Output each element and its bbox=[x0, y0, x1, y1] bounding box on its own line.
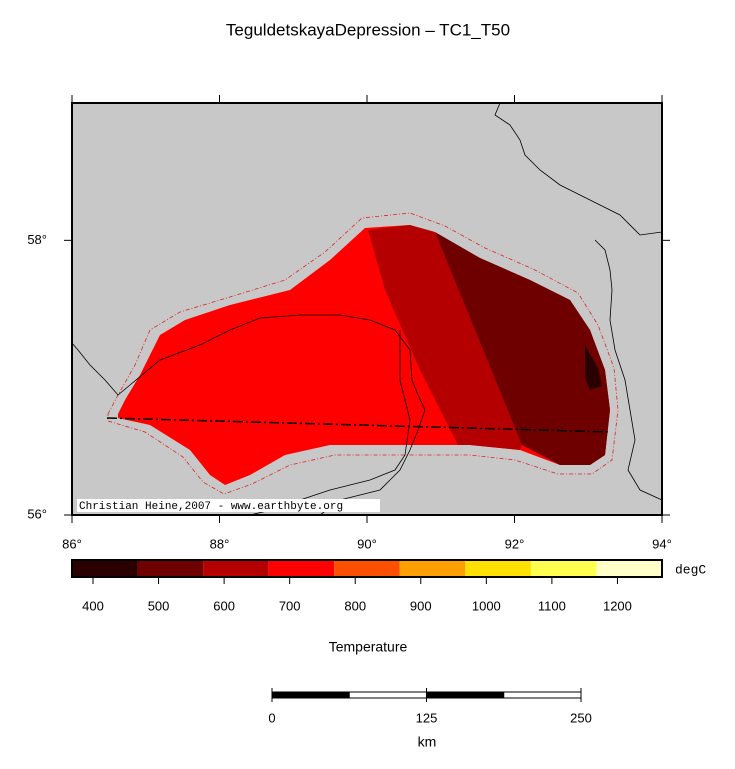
scale-segment bbox=[271, 691, 350, 699]
colorbar-box bbox=[465, 560, 531, 577]
lon-label: 86° bbox=[62, 536, 82, 551]
colorbar-frame bbox=[71, 559, 663, 578]
title: TeguldetskayaDepression – TC1_T50 bbox=[226, 20, 510, 39]
scale-label: 250 bbox=[570, 710, 592, 725]
colorbar-label: 500 bbox=[148, 598, 170, 613]
temperature-field bbox=[118, 225, 610, 485]
colorbar-label: 700 bbox=[279, 598, 301, 613]
basin-outline bbox=[107, 212, 619, 495]
border bbox=[71, 314, 426, 516]
lat-label: 56° bbox=[27, 506, 47, 521]
colorbar-label: 900 bbox=[410, 598, 432, 613]
region-400 bbox=[585, 345, 602, 390]
region-600 bbox=[368, 225, 522, 450]
colorbar-box bbox=[137, 560, 204, 577]
scale-segment bbox=[426, 691, 505, 699]
colorbar-box bbox=[72, 560, 138, 577]
colorbar-label: 1100 bbox=[538, 598, 566, 613]
colorbar-box bbox=[334, 560, 400, 577]
colorbar-box bbox=[203, 560, 269, 577]
colorbar-box bbox=[596, 560, 662, 577]
lon-label: 88° bbox=[210, 536, 230, 551]
scale-segment bbox=[348, 691, 427, 699]
colorbar-box bbox=[399, 560, 466, 577]
border bbox=[594, 239, 663, 501]
lon-label: 92° bbox=[505, 536, 525, 551]
scale-segment bbox=[503, 691, 582, 699]
credit-box bbox=[77, 499, 380, 512]
colorbar-title: Temperature bbox=[329, 639, 408, 655]
colorbar-label: 600 bbox=[213, 598, 235, 613]
colorbar-label: 400 bbox=[82, 598, 104, 613]
scale-label: 0 bbox=[268, 710, 275, 725]
credit: Christian Heine,2007 - www.earthbyte.org bbox=[79, 501, 343, 513]
colorbar-label: 800 bbox=[344, 598, 366, 613]
lat-label: 58° bbox=[27, 232, 47, 247]
colorbar-unit: degC bbox=[675, 562, 706, 577]
colorbar-label: 1200 bbox=[603, 598, 632, 613]
lon-label: 94° bbox=[652, 536, 672, 551]
profile-line bbox=[106, 417, 611, 433]
scale-unit: km bbox=[418, 734, 437, 750]
lon-label: 90° bbox=[357, 536, 377, 551]
colorbar-box bbox=[268, 560, 335, 577]
scale-label: 125 bbox=[416, 710, 438, 725]
region-500 bbox=[435, 232, 610, 465]
colorbar-label: 1000 bbox=[472, 598, 501, 613]
colorbar-box bbox=[530, 560, 597, 577]
border bbox=[494, 102, 663, 236]
